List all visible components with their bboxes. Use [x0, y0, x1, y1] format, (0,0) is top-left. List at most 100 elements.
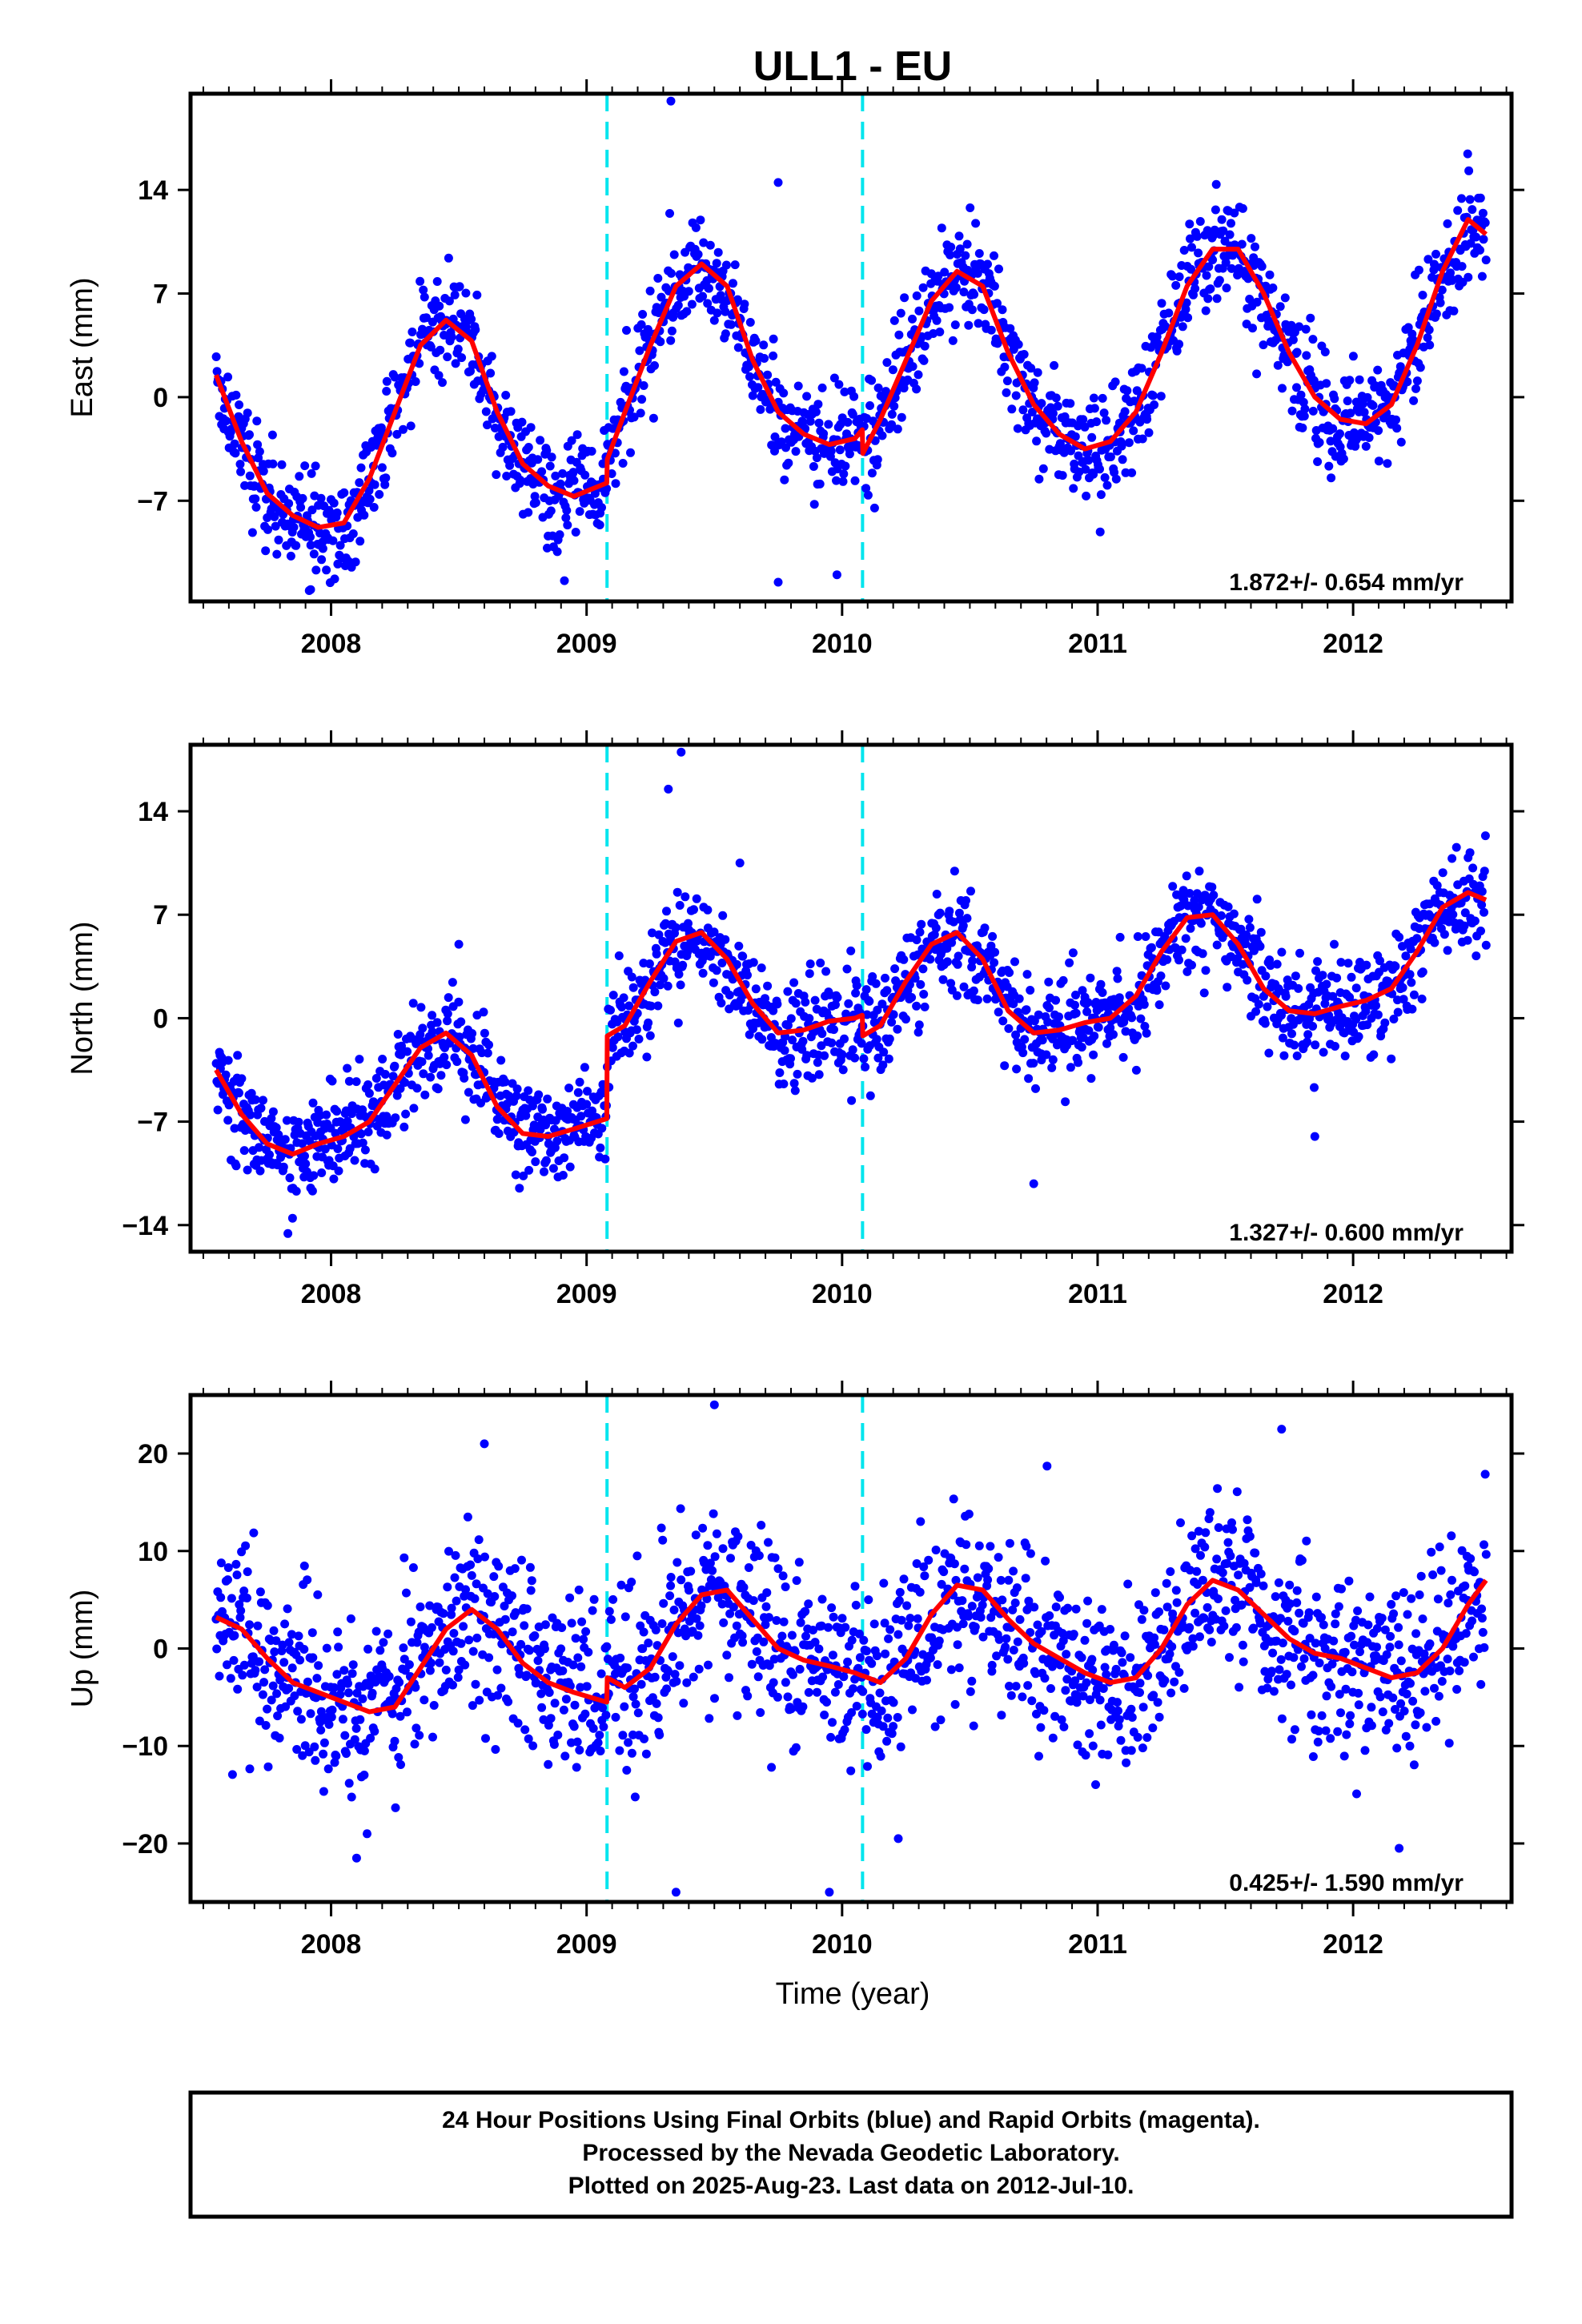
north-data-point: [1177, 945, 1186, 955]
north-data-point: [580, 1063, 589, 1072]
up-data-point: [283, 1604, 292, 1614]
up-data-point: [682, 1678, 692, 1687]
up-data-point: [410, 1739, 420, 1749]
north-data-point: [1277, 947, 1287, 957]
north-data-point: [534, 1090, 544, 1100]
north-data-point: [919, 990, 929, 999]
east-data-point: [1192, 231, 1202, 241]
north-data-point: [732, 959, 741, 969]
north-data-point: [1212, 940, 1222, 950]
up-data-point: [293, 1707, 303, 1716]
up-data-point: [544, 1688, 554, 1697]
north-data-point: [552, 1136, 562, 1146]
up-data-point: [946, 1665, 956, 1675]
up-data-point: [622, 1766, 632, 1775]
up-data-point: [344, 1688, 353, 1698]
north-data-point: [300, 1152, 309, 1160]
up-data-point: [593, 1738, 603, 1747]
up-data-point: [290, 1691, 299, 1701]
east-data-point: [351, 557, 360, 567]
east-data-point: [713, 247, 723, 257]
up-data-point: [883, 1713, 893, 1723]
up-data-point: [1102, 1670, 1111, 1679]
up-data-point: [773, 1564, 783, 1574]
east-data-point: [639, 381, 648, 390]
up-data-point: [818, 1672, 828, 1682]
north-data-point: [1146, 943, 1156, 952]
north-data-point: [998, 1016, 1008, 1026]
north-data-point: [813, 1058, 822, 1068]
north-data-point: [801, 997, 810, 1007]
east-data-point: [1302, 351, 1311, 360]
north-data-point: [1417, 994, 1427, 1003]
east-data-point: [636, 408, 645, 418]
east-data-point: [245, 430, 254, 440]
north-data-point: [1154, 1000, 1164, 1010]
up-data-point: [692, 1614, 701, 1623]
up-data-point: [967, 1676, 977, 1686]
up-data-point: [1109, 1640, 1118, 1650]
north-data-point: [1136, 1014, 1146, 1023]
north-data-point: [432, 1018, 442, 1027]
east-data-point: [575, 507, 584, 517]
up-data-point: [919, 1562, 929, 1571]
north-data-point: [945, 907, 954, 916]
north-data-point: [550, 1143, 560, 1152]
up-data-point: [1041, 1556, 1050, 1566]
east-data-point: [626, 448, 635, 457]
up-data-point: [1019, 1659, 1029, 1668]
up-data-point: [1205, 1508, 1215, 1518]
up-data-point: [710, 1694, 719, 1703]
east-data-point: [1168, 271, 1177, 281]
up-data-point: [1162, 1602, 1172, 1612]
up-data-point: [804, 1687, 813, 1697]
north-data-point: [879, 1047, 889, 1057]
east-model-line: [214, 217, 1488, 530]
north-data-point: [788, 1035, 797, 1045]
up-data-point: [330, 1758, 339, 1767]
north-data-point: [838, 1065, 848, 1075]
north-data-point: [1363, 1020, 1372, 1030]
up-data-point: [1096, 1720, 1106, 1730]
north-data-point: [1399, 995, 1408, 1004]
up-data-point: [747, 1659, 757, 1669]
north-data-point: [982, 994, 992, 1003]
north-data-point: [515, 1184, 524, 1193]
up-data-point: [522, 1671, 532, 1680]
north-data-point: [1254, 999, 1263, 1009]
east-data-point: [318, 544, 327, 553]
east-data-point: [316, 493, 326, 503]
up-data-point: [1098, 1684, 1108, 1693]
north-data-point: [1311, 1040, 1320, 1050]
east-data-point: [850, 476, 860, 485]
north-data-point: [528, 1148, 536, 1156]
up-data-point: [391, 1803, 400, 1812]
north-y-tick-label: 7: [153, 900, 168, 931]
up-data-point: [319, 1749, 328, 1759]
up-data-point: [1299, 1618, 1308, 1628]
east-data-point: [721, 307, 730, 316]
up-data-point: [778, 1571, 788, 1581]
north-data-point: [1387, 1054, 1396, 1063]
up-data-point: [796, 1618, 805, 1627]
north-data-point: [1005, 968, 1014, 977]
east-data-point: [243, 408, 252, 418]
north-data-point: [817, 1029, 827, 1039]
north-data-point: [837, 1050, 847, 1059]
up-data-point: [425, 1666, 435, 1675]
north-data-point: [271, 1123, 281, 1132]
north-data-point: [1447, 854, 1457, 863]
north-data-point: [953, 959, 962, 969]
east-data-point: [619, 367, 628, 376]
up-data-point: [1138, 1743, 1147, 1753]
up-data-point: [1087, 1655, 1097, 1664]
north-data-point: [644, 959, 654, 968]
north-data-point: [793, 1069, 802, 1079]
up-data-point: [524, 1646, 534, 1655]
east-outlier-point: [773, 178, 783, 187]
north-data-point: [1195, 866, 1204, 876]
east-data-point: [986, 325, 996, 335]
east-data-point: [1306, 313, 1315, 323]
up-data-point: [255, 1716, 264, 1726]
north-data-point: [1343, 959, 1353, 968]
